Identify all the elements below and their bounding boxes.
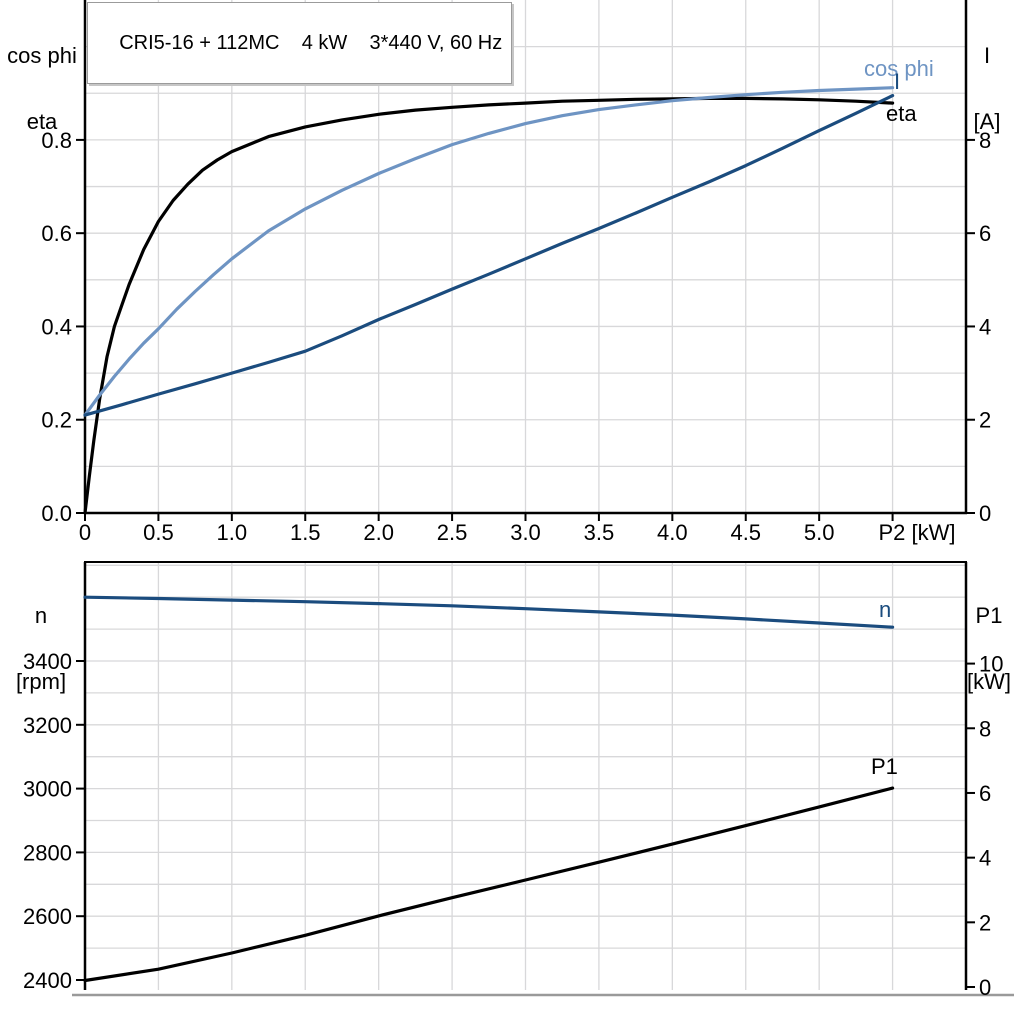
y-right-tick-label: 10 bbox=[979, 652, 1003, 677]
y-left-tick-label: 3200 bbox=[23, 713, 72, 738]
y-right-tick-label: 2 bbox=[979, 408, 991, 433]
axis-label-speed: n [rpm] bbox=[2, 561, 80, 737]
y-left-tick-label: 0.8 bbox=[41, 128, 72, 153]
x-tick-label: 4.5 bbox=[730, 520, 761, 545]
chart-title-box: CRI5-16 + 112MC 4 kW 3*440 V, 60 Hz bbox=[87, 2, 513, 84]
curve-n bbox=[83, 595, 895, 629]
x-tick-label: 1.5 bbox=[290, 520, 321, 545]
y-left-tick-label: 2400 bbox=[23, 968, 72, 993]
axis-label-p1-unit: [kW] bbox=[967, 669, 1011, 694]
y-left-tick-label: 0.6 bbox=[41, 221, 72, 246]
x-tick-label: 4.0 bbox=[657, 520, 688, 545]
axis-label-n-unit: [rpm] bbox=[15, 669, 67, 694]
y-left-tick-label: 3400 bbox=[23, 649, 72, 674]
y-right-tick-label: 8 bbox=[979, 716, 991, 741]
x-tick-label: 0.5 bbox=[143, 520, 174, 545]
curve-p1 bbox=[83, 786, 895, 983]
x-axis-unit-label: P2 [kW] bbox=[878, 520, 955, 545]
chart-1: 0.0 0.2 0.4 0.6 0.8 0 2 4 6 8 0 0.5 1.0 1.5 2.0 2.5 3.0 3… bbox=[41, 0, 991, 545]
curve-i bbox=[83, 93, 895, 417]
axis-label-p1: P1 bbox=[975, 603, 1003, 628]
axis-label-n: n bbox=[34, 603, 48, 628]
axis-label-input-power: P1 [kW] bbox=[960, 561, 1018, 737]
y-left-tick-label: 3000 bbox=[23, 777, 72, 802]
y-left-tick-label: 2800 bbox=[23, 840, 72, 865]
chart-title: CRI5-16 + 112MC 4 kW 3*440 V, 60 Hz bbox=[119, 32, 503, 54]
y-right-tick-label: 0 bbox=[979, 975, 991, 1000]
y-right-tick-label: 8 bbox=[979, 128, 991, 153]
y-left-tick-label: 0.0 bbox=[41, 501, 72, 526]
y-right-tick-label: 6 bbox=[979, 781, 991, 806]
curve-cos-phi bbox=[83, 86, 895, 417]
x-tick-label: 5.0 bbox=[804, 520, 835, 545]
curve-eta bbox=[83, 96, 895, 515]
y-right-tick-label: 4 bbox=[979, 314, 991, 339]
y-left-tick-label: 0.4 bbox=[41, 314, 72, 339]
x-tick-label: 0 bbox=[79, 520, 91, 545]
x-tick-label: 3.5 bbox=[584, 520, 615, 545]
curve-label-n: n bbox=[879, 597, 892, 622]
axis-label-eta: eta bbox=[26, 109, 58, 134]
chart-2: 2400 2600 2800 3000 3200 3400 0 2 4 6 8 10 bbox=[23, 561, 1014, 1000]
curve-label-cos-phi: cos phi bbox=[864, 56, 934, 81]
x-tick-label: 3.0 bbox=[510, 520, 541, 545]
curve-label-i: I bbox=[894, 69, 901, 94]
x-tick-label: 2.5 bbox=[437, 520, 468, 545]
curve-label-eta: eta bbox=[886, 101, 917, 126]
y-right-tick-label: 2 bbox=[979, 910, 991, 935]
curve-label-p1: P1 bbox=[871, 754, 898, 779]
y-left-tick-label: 0.2 bbox=[41, 408, 72, 433]
axis-label-cosphi-eta: cos phi eta bbox=[6, 1, 78, 177]
y-left-tick-label: 2600 bbox=[23, 904, 72, 929]
axis-label-i: I bbox=[983, 43, 991, 68]
axis-label-current: I [A] bbox=[962, 1, 1012, 177]
axis-label-i-unit: [A] bbox=[973, 109, 1001, 134]
x-tick-label: 1.0 bbox=[217, 520, 248, 545]
x-tick-label: 2.0 bbox=[363, 520, 394, 545]
y-right-tick-label: 4 bbox=[979, 846, 991, 871]
axis-label-cosphi: cos phi bbox=[7, 43, 77, 68]
y-right-tick-label: 6 bbox=[979, 221, 991, 246]
y-right-tick-label: 0 bbox=[979, 501, 991, 526]
